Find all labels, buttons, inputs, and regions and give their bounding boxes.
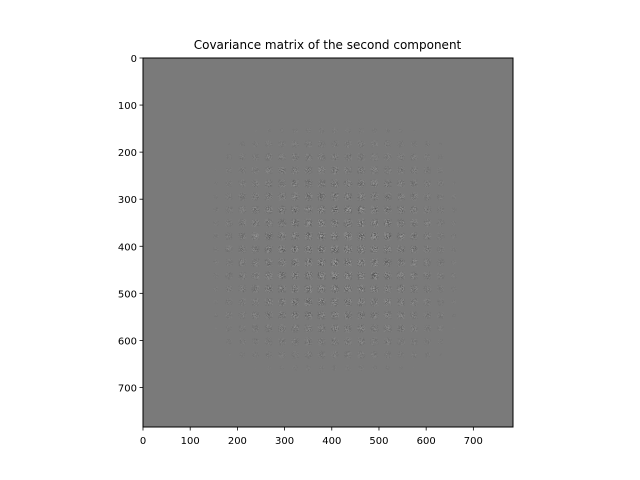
plot-area [143,58,513,427]
chart-title: Covariance matrix of the second componen… [194,38,462,52]
heatmap-background [143,58,513,427]
